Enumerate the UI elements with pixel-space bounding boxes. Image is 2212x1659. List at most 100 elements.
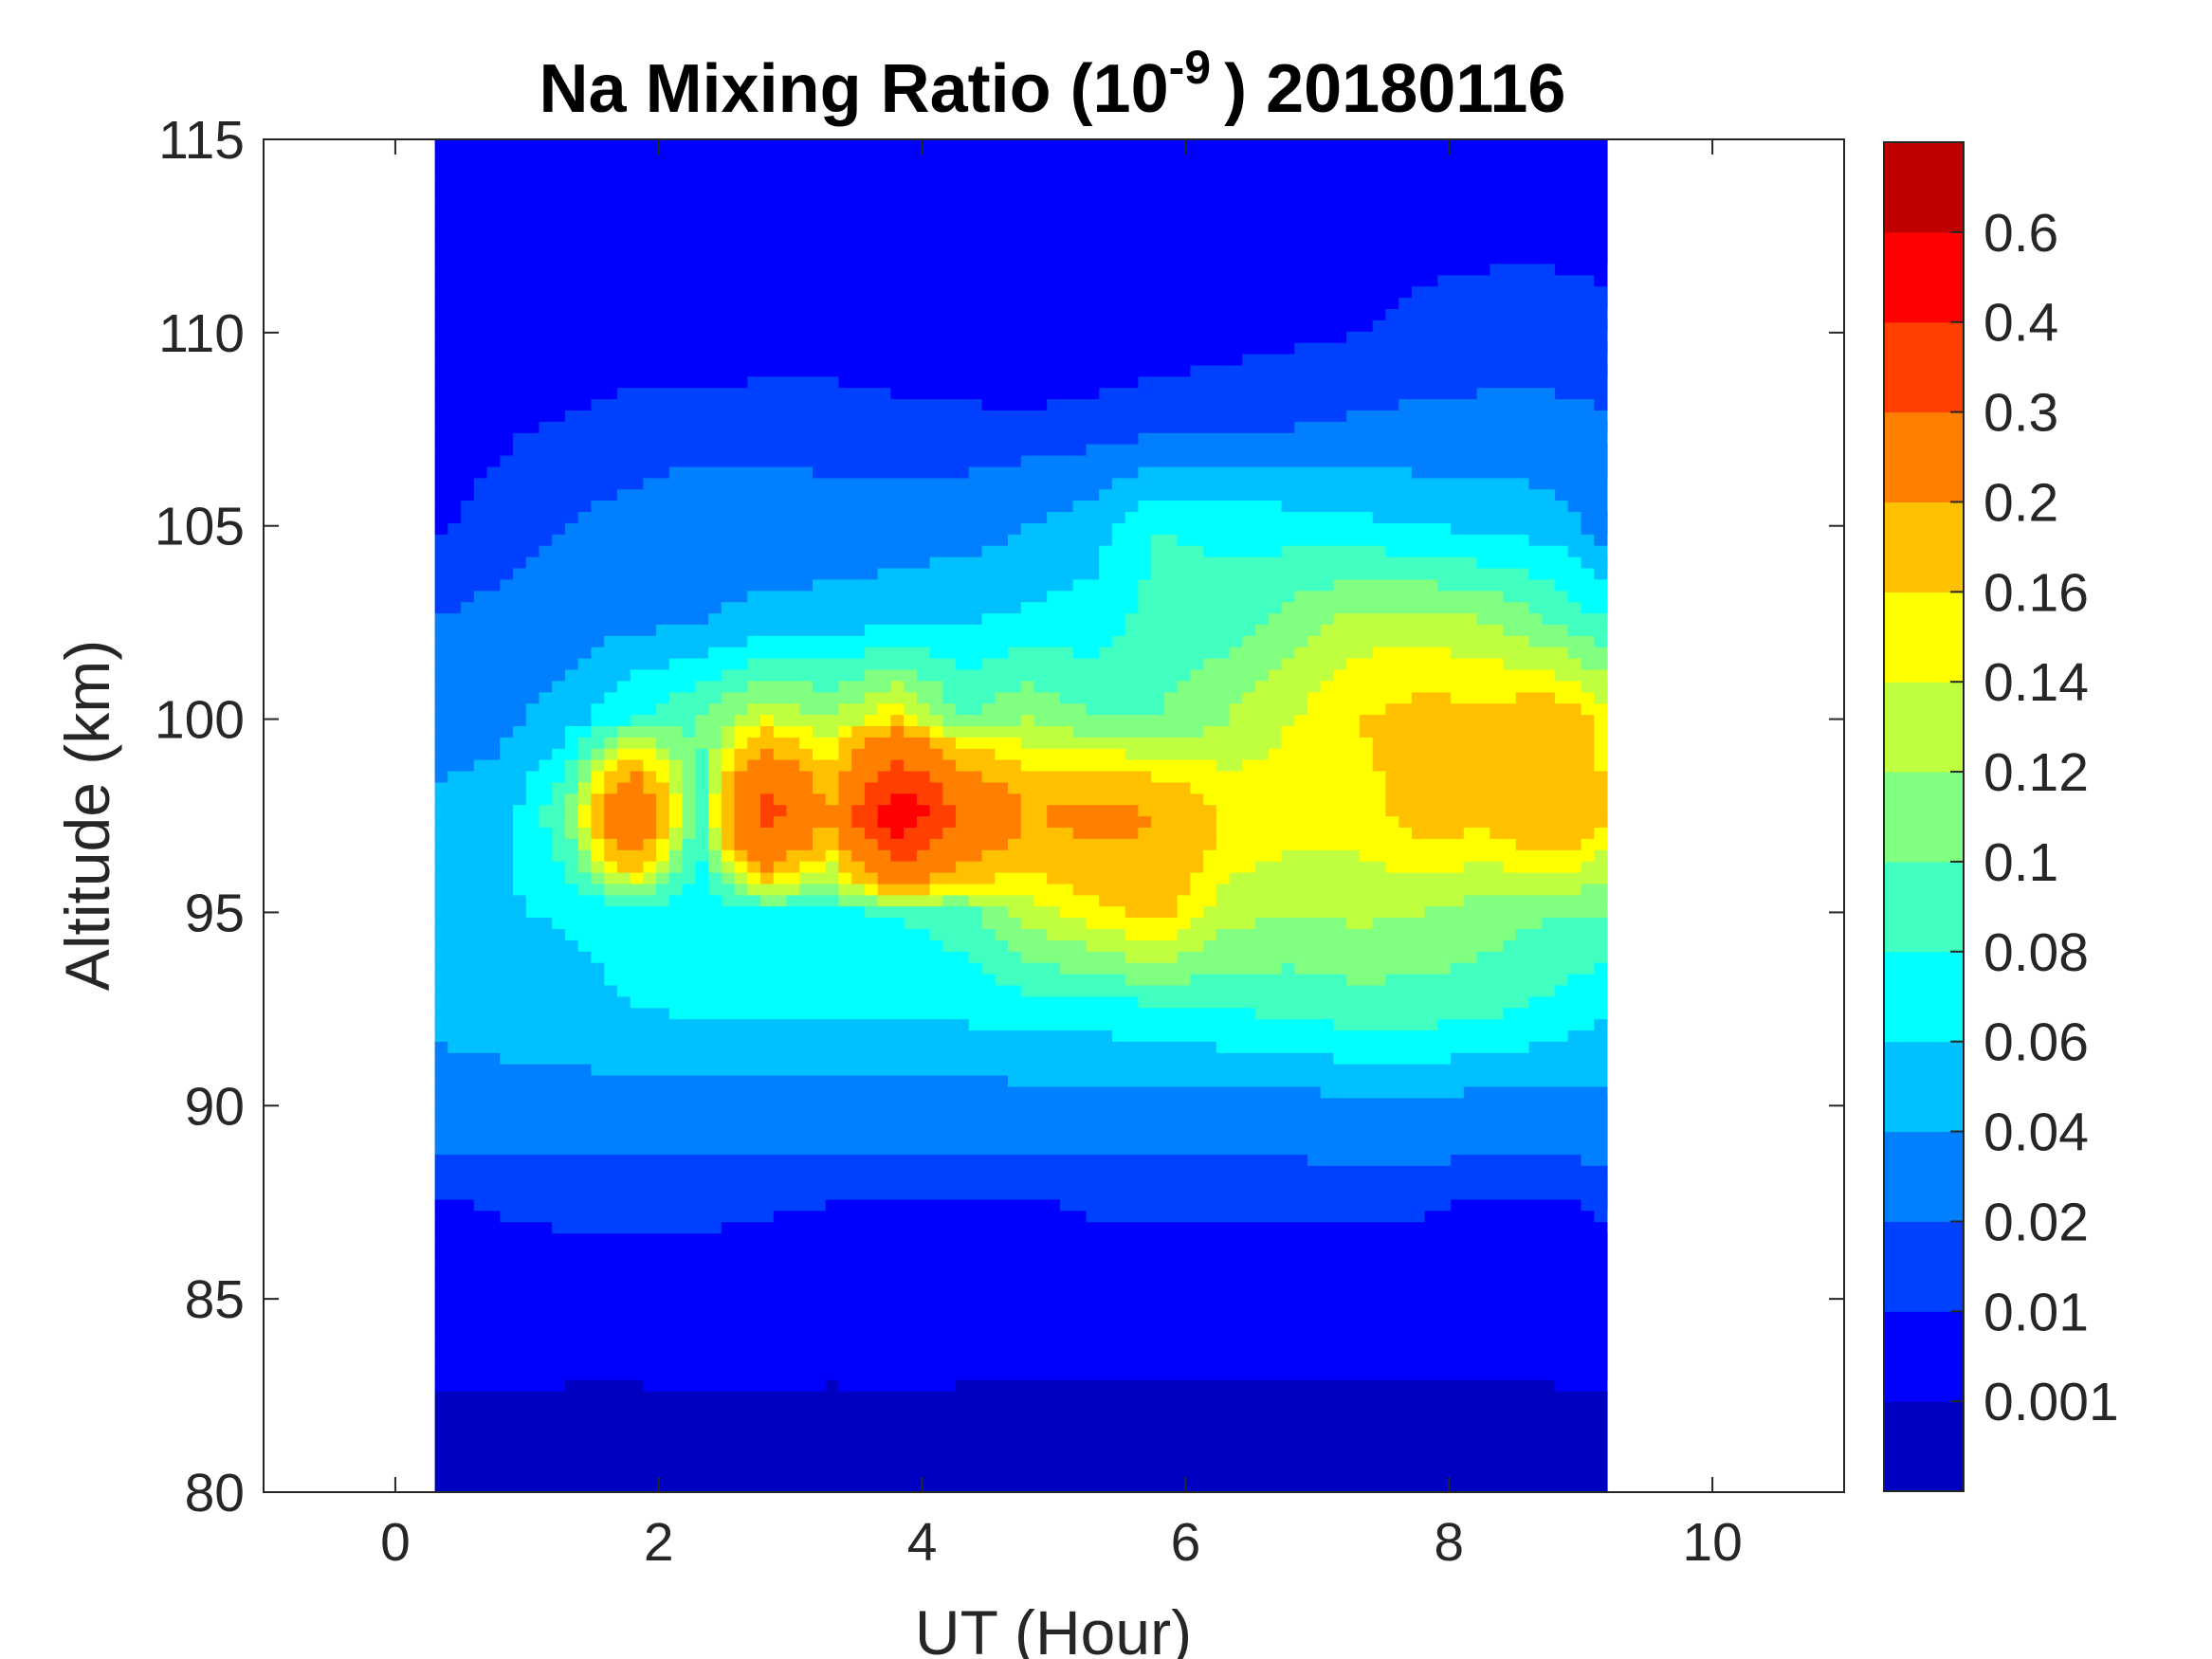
contour-cell	[708, 872, 722, 884]
contour-cell	[695, 815, 709, 828]
contour-cell	[616, 725, 684, 738]
contour-cell	[734, 804, 761, 817]
contour-cell	[434, 1401, 1608, 1414]
contour-cell	[747, 658, 957, 670]
contour-cell	[577, 804, 592, 817]
contour-cell	[552, 680, 618, 693]
contour-cell	[1008, 1075, 1608, 1087]
colorbar-tick-label: 0.2	[1983, 472, 2058, 533]
contour-cell	[968, 894, 1035, 907]
contour-cell	[760, 861, 775, 873]
contour-cell	[513, 444, 1087, 456]
contour-cell	[630, 668, 722, 682]
contour-cell	[434, 1357, 1608, 1369]
contour-cell	[1099, 647, 1231, 659]
contour-cell	[1385, 702, 1582, 716]
contour-cell	[565, 737, 579, 749]
contour-cell	[1190, 872, 1231, 884]
contour-cell	[668, 815, 684, 828]
contour-cell	[1229, 872, 1608, 884]
contour-cell	[904, 827, 943, 839]
contour-cell	[1124, 928, 1179, 940]
contour-cell	[904, 759, 957, 772]
contour-cell	[1372, 319, 1608, 332]
contour-cell	[721, 770, 736, 783]
contour-cell	[1203, 545, 1283, 557]
contour-cell	[1138, 804, 1217, 817]
contour-cell	[721, 1221, 1608, 1234]
contour-cell	[747, 872, 761, 884]
contour-cell	[1281, 500, 1569, 512]
contour-cell	[434, 297, 1399, 309]
contour-cell	[1294, 714, 1361, 726]
contour-cell	[1203, 658, 1283, 670]
colorbar-tick-label: 0.4	[1983, 293, 2058, 354]
colorbar-band	[1884, 951, 1964, 1043]
contour-cell	[1581, 658, 1608, 670]
contour-cell	[1567, 647, 1608, 659]
contour-cell	[616, 759, 644, 772]
contour-cell	[1177, 951, 1478, 963]
contour-cell	[525, 556, 931, 569]
contour-cell	[565, 668, 631, 682]
contour-cell	[838, 702, 879, 716]
contour-cell	[838, 748, 852, 760]
colorbar-tick-label: 0.12	[1983, 742, 2089, 803]
colorbar-tick-label: 0.08	[1983, 922, 2089, 983]
contour-cell	[434, 511, 462, 523]
contour-cell	[682, 838, 709, 850]
contour-cell	[448, 522, 566, 535]
contour-cell	[539, 691, 605, 704]
contour-cell	[1359, 714, 1595, 726]
contour-cell	[1581, 1198, 1608, 1212]
contour-cell	[1594, 737, 1608, 749]
contour-cell	[956, 861, 1204, 873]
contour-cell	[1216, 883, 1581, 896]
contour-cell	[656, 883, 684, 896]
contour-cell	[434, 522, 448, 535]
contour-cell	[552, 534, 1009, 546]
contour-cell	[708, 849, 722, 862]
contour-cell	[473, 1198, 827, 1212]
contour-cell	[1099, 488, 1556, 501]
contour-cell	[434, 488, 475, 501]
contour-cell	[1047, 872, 1191, 884]
contour-cell	[500, 455, 1022, 467]
contour-cell	[942, 894, 970, 907]
contour-cell	[747, 737, 800, 749]
contour-cell	[1281, 737, 1374, 749]
contour-cell	[995, 748, 1126, 760]
contour-cell	[604, 781, 618, 794]
contour-cell	[864, 737, 931, 749]
contour-cell	[1385, 804, 1608, 817]
contour-cell	[577, 849, 592, 862]
contour-cell	[695, 793, 709, 806]
y-tick-label: 95	[185, 883, 245, 943]
contour-cell	[747, 861, 761, 873]
contour-cell	[682, 770, 696, 783]
contour-cell	[995, 974, 1126, 986]
contour-cell	[434, 647, 592, 659]
contour-cell	[1555, 984, 1608, 997]
contour-cell	[708, 759, 722, 772]
contour-cell	[864, 624, 1126, 636]
contour-cell	[434, 229, 1608, 242]
contour-cell	[539, 421, 1295, 433]
contour-cell	[1008, 838, 1217, 850]
contour-cell	[813, 838, 840, 850]
contour-cell	[1476, 612, 1543, 625]
contour-cell	[773, 714, 866, 726]
contour-cell	[1359, 849, 1595, 862]
contour-cell	[486, 465, 670, 479]
contour-cell	[434, 465, 488, 479]
contour-cell	[721, 748, 736, 760]
contour-cell	[682, 815, 696, 828]
contour-cell	[904, 680, 943, 693]
contour-cell	[1567, 974, 1608, 986]
contour-cell	[1177, 534, 1530, 546]
contour-cell	[864, 691, 918, 704]
contour-cell	[434, 1379, 566, 1392]
contour-cell	[1020, 522, 1113, 535]
contour-cell	[604, 861, 618, 873]
contour-cell	[942, 939, 1009, 952]
